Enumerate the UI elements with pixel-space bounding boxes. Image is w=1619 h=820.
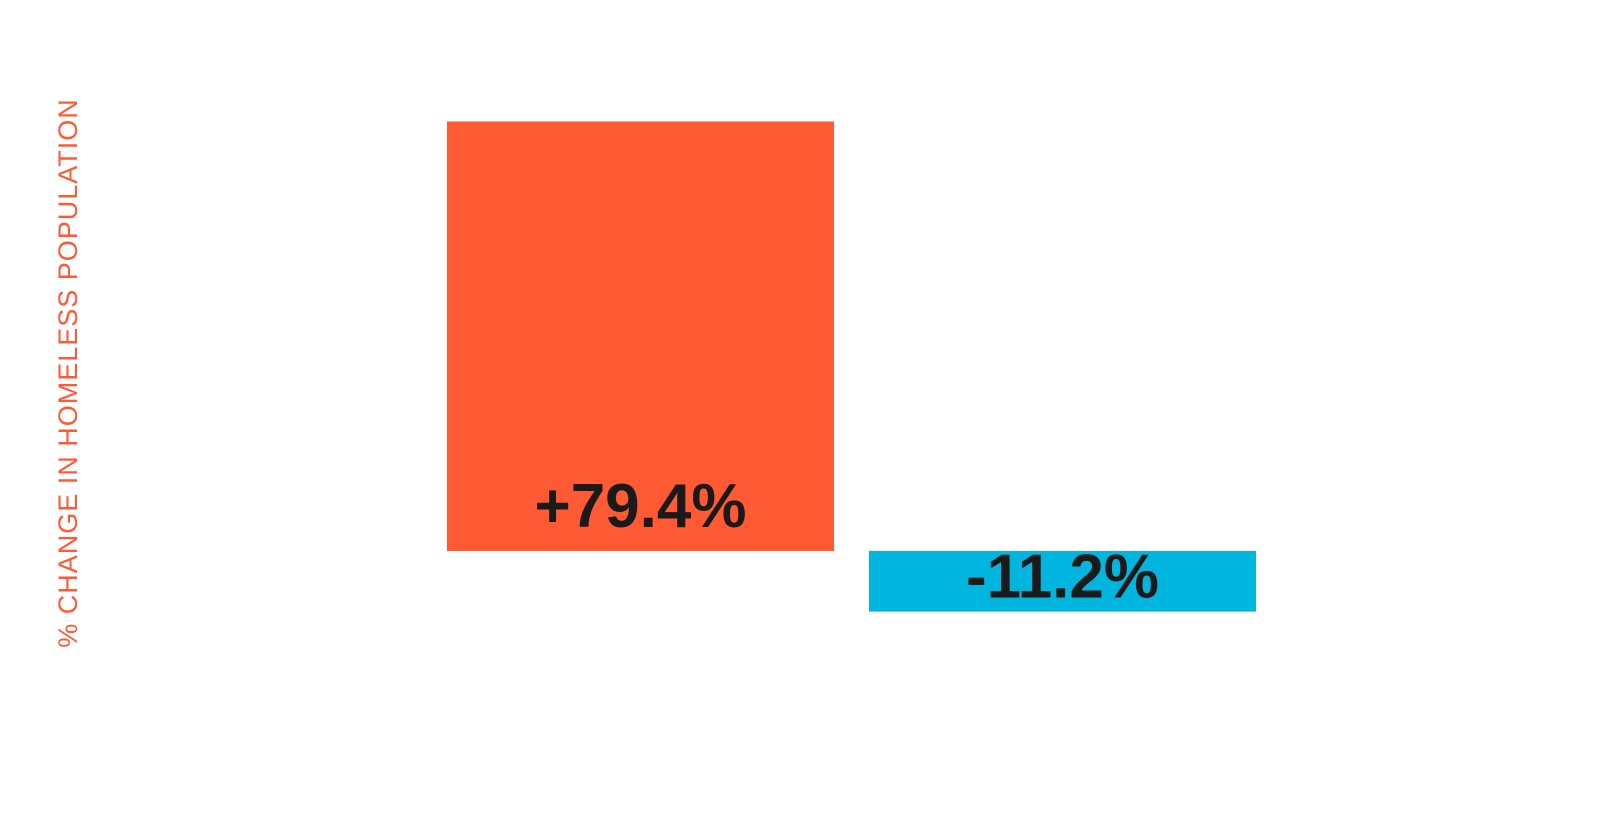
y-axis-label: % CHANGE IN HOMELESS POPULATION	[53, 98, 83, 648]
bars-group: +79.4% -11.2%	[447, 121, 1256, 612]
bar-value-label-0: +79.4%	[534, 472, 746, 541]
bar-value-label-1: -11.2%	[966, 543, 1159, 612]
bar-0	[447, 121, 834, 552]
bar-1	[869, 551, 1256, 612]
